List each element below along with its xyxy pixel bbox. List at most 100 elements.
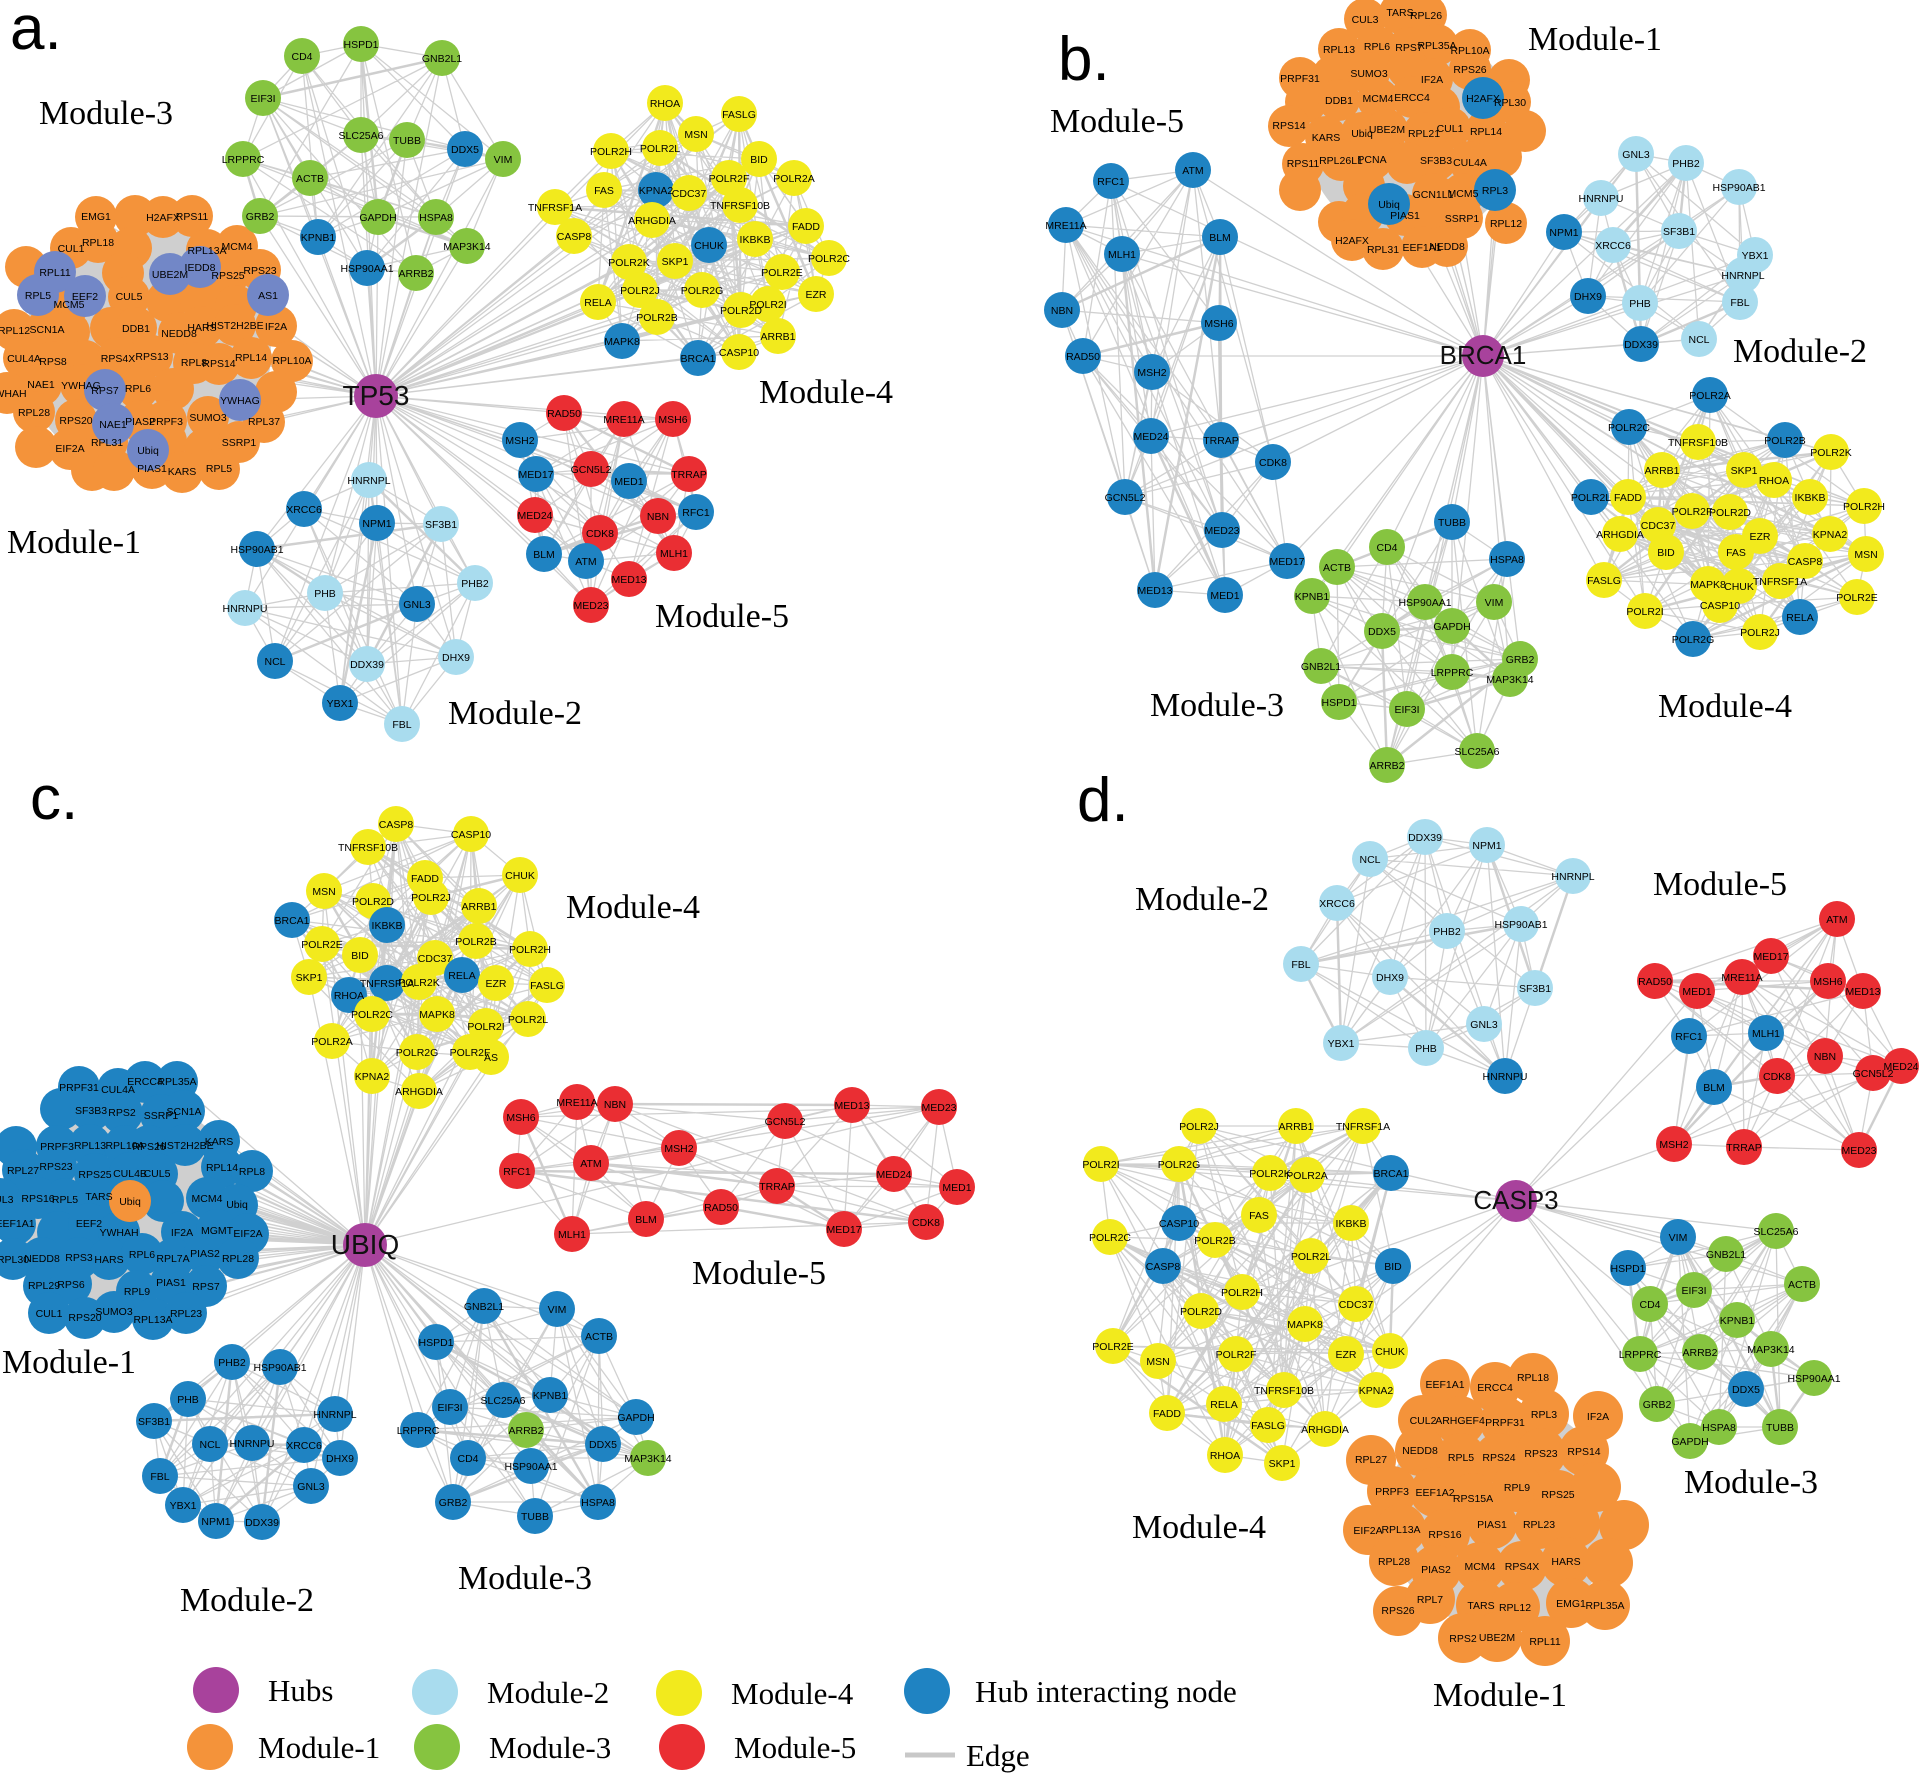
svg-text:RPL11: RPL11: [39, 267, 70, 279]
svg-text:RPS2: RPS2: [1449, 1633, 1477, 1645]
svg-text:Module-3: Module-3: [458, 1560, 592, 1597]
svg-text:POLR2F: POLR2F: [1216, 1349, 1257, 1361]
svg-text:EZR: EZR: [1750, 531, 1771, 543]
svg-text:SF3B3: SF3B3: [75, 1105, 107, 1117]
svg-text:POLR2D: POLR2D: [1180, 1306, 1222, 1318]
svg-text:YWHAG: YWHAG: [220, 395, 260, 407]
svg-text:POLR2H: POLR2H: [509, 944, 551, 956]
svg-text:MED17: MED17: [1753, 951, 1788, 963]
svg-text:IKBKB: IKBKB: [740, 234, 771, 246]
svg-text:POLR2B: POLR2B: [1764, 435, 1805, 447]
svg-text:RPL18: RPL18: [1517, 1372, 1549, 1384]
svg-text:RPS13: RPS13: [135, 351, 168, 363]
svg-text:MED13: MED13: [611, 574, 646, 586]
svg-text:KARS: KARS: [168, 466, 197, 478]
svg-text:CUL4B: CUL4B: [113, 1168, 147, 1180]
svg-text:PRPF31: PRPF31: [1280, 73, 1320, 85]
svg-text:PHB2: PHB2: [218, 1357, 246, 1369]
svg-text:HSP90AA1: HSP90AA1: [1398, 597, 1451, 609]
svg-text:LRPPRC: LRPPRC: [397, 1425, 440, 1437]
svg-text:RPL28: RPL28: [18, 407, 50, 419]
svg-text:EIF3I: EIF3I: [1394, 704, 1419, 716]
svg-text:ATM: ATM: [580, 1158, 601, 1170]
svg-text:POLR2E: POLR2E: [301, 939, 342, 951]
svg-text:PIAS1: PIAS1: [137, 463, 167, 475]
svg-text:GNB2L1: GNB2L1: [1706, 1249, 1746, 1261]
svg-text:TARS: TARS: [1467, 1600, 1494, 1612]
svg-text:ARRB2: ARRB2: [398, 268, 433, 280]
svg-text:d.: d.: [1077, 766, 1129, 835]
svg-text:EEF1A2: EEF1A2: [1415, 1487, 1454, 1499]
svg-text:Hub interacting node: Hub interacting node: [975, 1674, 1237, 1709]
svg-text:CHUK: CHUK: [1375, 1346, 1405, 1358]
svg-text:MAP3K14: MAP3K14: [1747, 1344, 1794, 1356]
svg-text:MAP3K14: MAP3K14: [443, 241, 490, 253]
svg-text:CDK8: CDK8: [586, 528, 614, 540]
svg-text:MCM4: MCM4: [222, 241, 253, 253]
svg-text:IKBKB: IKBKB: [1336, 1218, 1367, 1230]
svg-text:KPNB1: KPNB1: [1295, 591, 1330, 603]
svg-text:PIAS1: PIAS1: [1477, 1519, 1507, 1531]
svg-text:MED17: MED17: [1269, 556, 1304, 568]
svg-text:NPM1: NPM1: [1472, 840, 1501, 852]
svg-text:Module-3: Module-3: [1684, 1464, 1818, 1501]
svg-text:RPS2: RPS2: [108, 1107, 136, 1119]
svg-text:HNRNPL: HNRNPL: [347, 475, 390, 487]
svg-text:PHB: PHB: [1415, 1043, 1437, 1055]
svg-text:VIM: VIM: [548, 1304, 567, 1316]
svg-text:Module-4: Module-4: [759, 374, 893, 411]
svg-text:SUMO3: SUMO3: [189, 412, 227, 424]
svg-text:RPL6: RPL6: [125, 383, 151, 395]
svg-text:DDX5: DDX5: [589, 1439, 617, 1451]
svg-text:MRE11A: MRE11A: [1721, 972, 1762, 984]
svg-text:CASP10: CASP10: [719, 347, 759, 359]
svg-text:Module-3: Module-3: [1150, 687, 1284, 724]
svg-text:RPS3: RPS3: [65, 1252, 93, 1264]
svg-text:RPS26: RPS26: [1453, 64, 1486, 76]
svg-text:EIF2A: EIF2A: [1353, 1525, 1382, 1537]
svg-text:RPS23: RPS23: [1524, 1448, 1557, 1460]
svg-text:RPS8: RPS8: [39, 356, 67, 368]
svg-text:KPNB1: KPNB1: [533, 1390, 568, 1402]
svg-text:RHOA: RHOA: [650, 98, 680, 110]
svg-text:MED1: MED1: [1682, 986, 1711, 998]
svg-text:EIF3I: EIF3I: [1681, 1285, 1706, 1297]
svg-text:SUMO3: SUMO3: [95, 1306, 133, 1318]
svg-text:CASP10: CASP10: [451, 829, 491, 841]
svg-text:GNB2L1: GNB2L1: [464, 1301, 504, 1313]
svg-text:RPL29: RPL29: [28, 1280, 60, 1292]
svg-text:RPL14: RPL14: [235, 352, 267, 364]
svg-text:EZR: EZR: [486, 978, 507, 990]
svg-text:MRE11A: MRE11A: [1045, 220, 1086, 232]
svg-text:SF3B3: SF3B3: [1420, 155, 1452, 167]
svg-text:MSN: MSN: [312, 886, 335, 898]
svg-text:a.: a.: [10, 0, 62, 63]
svg-text:TARS: TARS: [1386, 7, 1413, 19]
svg-text:DDX39: DDX39: [245, 1517, 279, 1529]
svg-text:FASLG: FASLG: [1587, 575, 1621, 587]
svg-text:ARRB1: ARRB1: [1278, 1121, 1313, 1133]
svg-text:FAS: FAS: [1726, 547, 1746, 559]
svg-text:CHUK: CHUK: [694, 240, 724, 252]
svg-text:MLH1: MLH1: [660, 548, 688, 560]
svg-text:RPL12: RPL12: [1499, 1602, 1531, 1614]
svg-text:RPL27: RPL27: [1355, 1454, 1387, 1466]
svg-text:TNFRSF1A: TNFRSF1A: [1753, 576, 1807, 588]
svg-text:RPS14: RPS14: [1567, 1446, 1600, 1458]
svg-text:FASLG: FASLG: [722, 109, 756, 121]
svg-text:HSPA8: HSPA8: [419, 212, 453, 224]
svg-text:HSP90AA1: HSP90AA1: [1787, 1373, 1840, 1385]
svg-text:ARHGEF4: ARHGEF4: [1435, 1415, 1485, 1427]
svg-text:MRE11A: MRE11A: [603, 414, 644, 426]
svg-text:MLH1: MLH1: [558, 1229, 586, 1241]
svg-text:IEDD8: IEDD8: [185, 262, 216, 274]
svg-text:POLR2C: POLR2C: [1608, 422, 1650, 434]
svg-text:RPL37: RPL37: [248, 416, 280, 428]
svg-text:POLR2B: POLR2B: [455, 936, 496, 948]
svg-text:ARRB1: ARRB1: [760, 331, 795, 343]
svg-text:GAPDH: GAPDH: [359, 212, 396, 224]
svg-text:ACTB: ACTB: [296, 173, 324, 185]
svg-text:NEDD8: NEDD8: [1429, 241, 1465, 253]
svg-text:Module-1: Module-1: [258, 1730, 380, 1765]
svg-text:RHOA: RHOA: [334, 990, 364, 1002]
